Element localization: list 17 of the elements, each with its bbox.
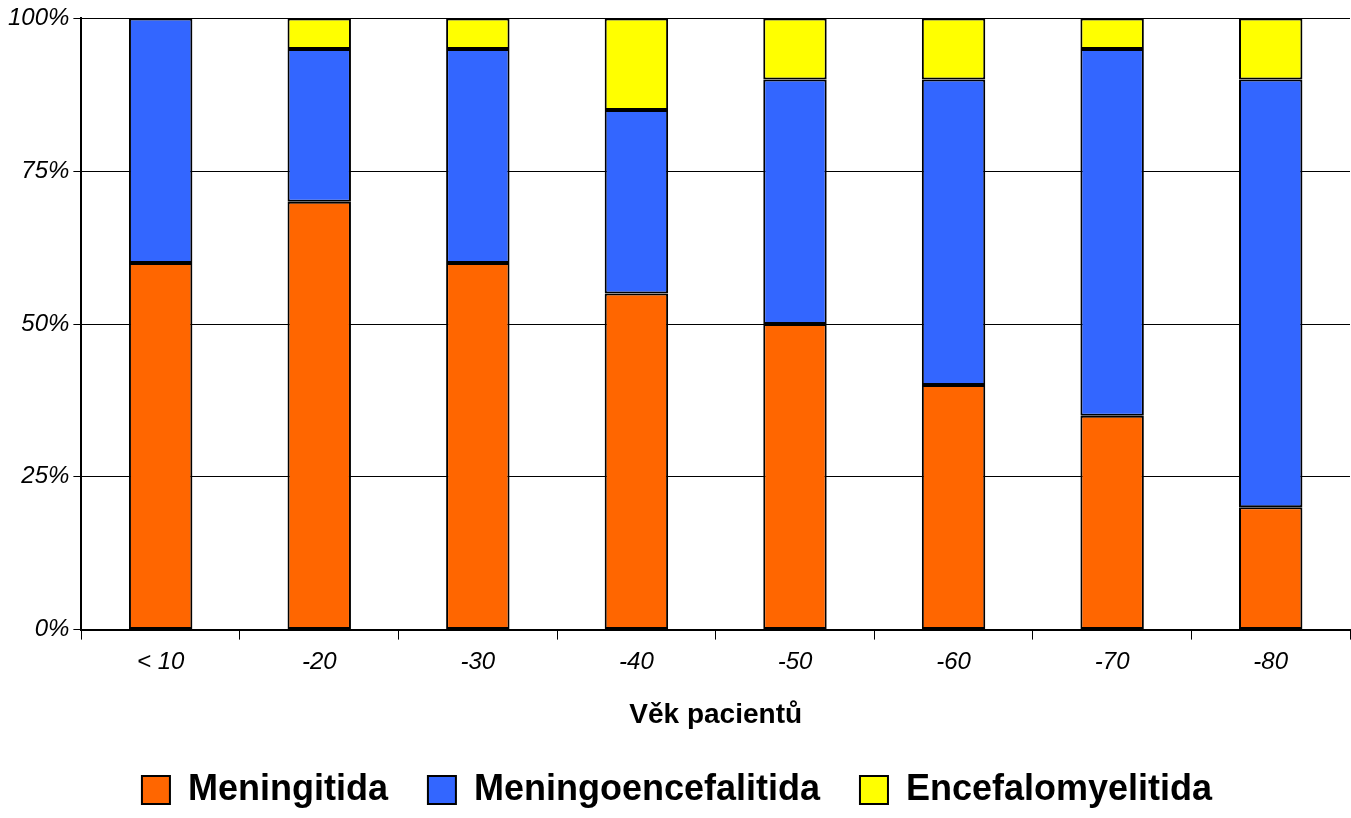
x-tick-label: -30	[460, 646, 496, 674]
x-tick-label: -20	[301, 646, 338, 674]
y-tick-label: 75%	[21, 155, 70, 183]
y-tick-label: 0%	[34, 614, 70, 642]
y-tick-label: 100%	[7, 3, 70, 31]
x-axis-title: Věk pacientů	[629, 697, 803, 729]
x-tick-label: -50	[777, 646, 813, 674]
y-tick-label: 25%	[20, 461, 70, 489]
legend-label: Meningoencefalitida	[473, 766, 821, 808]
legend-label: Encefalomyelitida	[905, 766, 1214, 808]
x-tick-label: -40	[619, 646, 655, 674]
x-tick-label: -60	[936, 646, 972, 674]
x-tick-label: < 10	[136, 646, 186, 674]
x-tick-label: -70	[1094, 646, 1131, 674]
y-tick-label: 50%	[21, 308, 70, 336]
legend-label: Meningitida	[187, 766, 389, 808]
x-tick-label: -80	[1253, 646, 1289, 674]
